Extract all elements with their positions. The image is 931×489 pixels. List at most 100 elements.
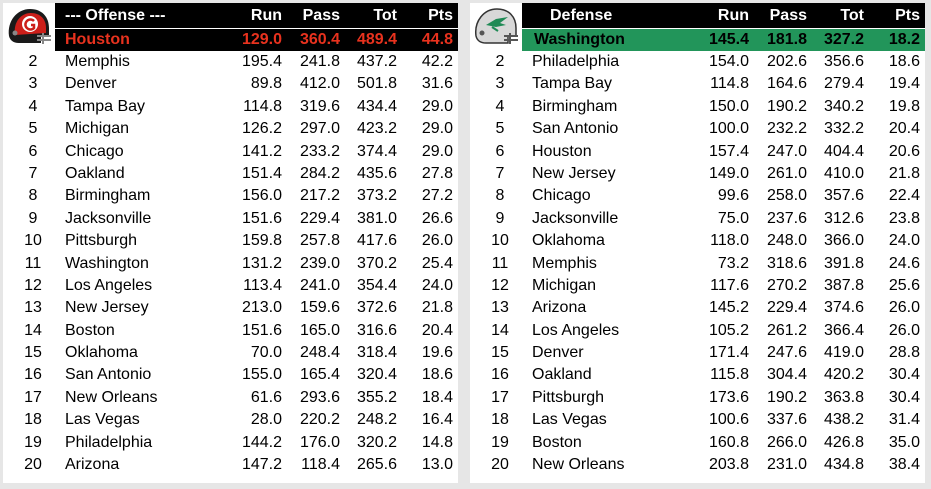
table-row: 18 Las Vegas 28.0 220.2 248.2 16.4 [3, 409, 458, 431]
tot-cell: 366.0 [823, 232, 864, 250]
team-cell: Chicago [65, 142, 124, 160]
pass-cell: 248.4 [299, 344, 340, 362]
team-cell: Las Vegas [532, 411, 607, 429]
pass-cell: 319.6 [299, 97, 340, 115]
team-cell: Michigan [532, 276, 597, 294]
table-row: 20 New Orleans 203.8 231.0 434.8 38.4 [470, 454, 925, 476]
team-cell: Oakland [65, 164, 125, 182]
tot-cell: 320.4 [356, 366, 397, 384]
rank-cell: 13 [24, 299, 42, 317]
run-cell: 173.6 [708, 388, 749, 406]
run-cell: 73.2 [717, 254, 749, 272]
run-cell: 114.8 [243, 97, 282, 115]
team-cell: Philadelphia [65, 433, 153, 451]
table-row: 3 Tampa Bay 114.8 164.6 279.4 19.4 [470, 73, 925, 95]
pts-cell: 20.4 [421, 321, 453, 339]
pass-cell: 248.0 [766, 232, 807, 250]
pts-cell: 20.4 [888, 120, 920, 138]
pts-cell: 24.6 [888, 254, 920, 272]
leader-run: 129.0 [241, 31, 282, 48]
team-cell: Washington [65, 254, 149, 272]
tot-cell: 374.6 [823, 299, 864, 317]
rank-cell: 3 [495, 75, 505, 93]
table-row: 16 San Antonio 155.0 165.4 320.4 18.6 [3, 364, 458, 386]
run-cell: 114.8 [710, 75, 749, 93]
run-cell: 203.8 [708, 456, 749, 474]
run-cell: 61.6 [250, 388, 282, 406]
tot-cell: 387.8 [823, 276, 864, 294]
tot-cell: 312.6 [823, 209, 864, 227]
pts-cell: 21.8 [421, 299, 453, 317]
team-cell: Jacksonville [532, 209, 619, 227]
pass-cell: 237.6 [766, 209, 807, 227]
run-cell: 144.2 [241, 433, 282, 451]
pts-cell: 18.6 [888, 53, 920, 70]
pts-cell: 31.4 [888, 411, 920, 429]
col-header-pts: Pts [895, 7, 920, 24]
offense-header: --- Offense --- Run Pass Tot Pts [55, 3, 458, 28]
rank-cell: 3 [28, 75, 38, 93]
team-cell: Memphis [532, 254, 597, 272]
rank-cell: 9 [28, 209, 38, 227]
leader-team: Washington [534, 31, 625, 48]
pts-cell: 38.4 [888, 456, 920, 474]
team-cell: Denver [532, 344, 584, 362]
pts-cell: 35.0 [888, 433, 920, 451]
table-row: 19 Philadelphia 144.2 176.0 320.2 14.8 [3, 432, 458, 454]
pass-cell: 297.0 [299, 120, 340, 138]
team-cell: Los Angeles [65, 276, 153, 294]
pass-cell: 190.2 [766, 97, 807, 115]
pts-cell: 19.4 [888, 75, 920, 93]
pts-cell: 19.8 [888, 97, 920, 115]
pts-cell: 27.2 [421, 187, 453, 205]
run-cell: 141.2 [241, 142, 282, 160]
team-cell: Tampa Bay [532, 75, 613, 93]
pts-cell: 24.0 [888, 232, 920, 250]
rank-cell: 13 [491, 299, 509, 317]
pass-cell: 241.0 [299, 276, 340, 294]
rank-cell: 10 [24, 232, 42, 250]
tot-cell: 248.2 [356, 411, 397, 429]
rank-cell: 20 [491, 456, 509, 474]
table-row: 10 Pittsburgh 159.8 257.8 417.6 26.0 [3, 230, 458, 252]
run-cell: 150.0 [708, 97, 749, 115]
pass-cell: 239.0 [299, 254, 340, 272]
tot-cell: 318.4 [356, 344, 397, 362]
defense-panel: Defense Run Pass Tot Pts Washington 145.… [470, 3, 925, 483]
tot-cell: 435.6 [356, 164, 397, 182]
tot-cell: 370.2 [356, 254, 397, 272]
pass-cell: 220.2 [299, 411, 340, 429]
pass-cell: 231.0 [766, 456, 807, 474]
pass-cell: 247.0 [766, 142, 807, 160]
pts-cell: 13.0 [421, 456, 453, 474]
tot-cell: 355.2 [356, 388, 397, 406]
pass-cell: 261.2 [766, 321, 807, 339]
tot-cell: 332.2 [823, 120, 864, 138]
col-header-pass: Pass [769, 7, 807, 24]
pass-cell: 304.4 [766, 366, 807, 384]
team-cell: Arizona [532, 299, 587, 317]
rank-cell: 9 [495, 209, 505, 227]
leader-pts: 44.8 [421, 31, 453, 48]
table-row: 17 Pittsburgh 173.6 190.2 363.8 30.4 [470, 387, 925, 409]
rank-cell: 7 [28, 164, 38, 182]
table-row: 13 Arizona 145.2 229.4 374.6 26.0 [470, 297, 925, 319]
pass-cell: 165.0 [299, 321, 340, 339]
team-cell: Los Angeles [532, 321, 620, 339]
rank-cell: 16 [24, 366, 42, 384]
pts-cell: 20.6 [888, 142, 920, 160]
team-cell: Arizona [65, 456, 120, 474]
team-cell: San Antonio [65, 366, 152, 384]
leader-pass: 360.4 [299, 31, 340, 48]
tot-cell: 438.2 [823, 411, 864, 429]
tot-cell: 363.8 [823, 388, 864, 406]
pts-cell: 27.8 [421, 164, 453, 182]
team-cell: Michigan [65, 120, 130, 138]
table-row: 2 Philadelphia 154.0 202.6 356.6 18.6 [470, 51, 925, 73]
team-cell: Denver [65, 75, 117, 93]
pass-cell: 247.6 [766, 344, 807, 362]
pass-cell: 412.0 [299, 75, 340, 93]
team-cell: New Orleans [65, 388, 158, 406]
run-cell: 113.4 [243, 276, 282, 294]
pass-cell: 284.2 [299, 164, 340, 182]
